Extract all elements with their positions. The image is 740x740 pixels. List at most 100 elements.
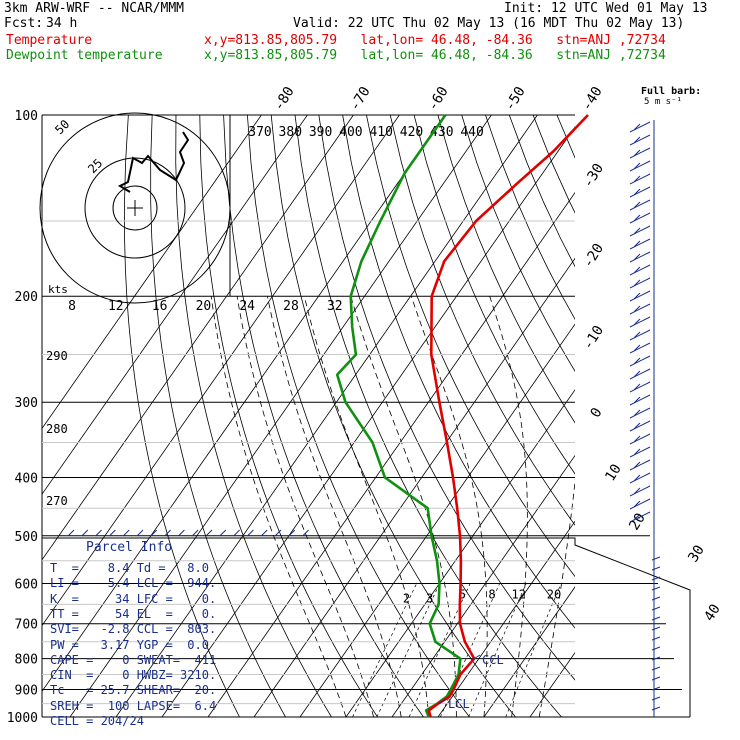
wind-barb	[629, 381, 651, 393]
wind-tick	[274, 529, 282, 537]
isotherm-line	[115, 115, 538, 717]
parcel-info-row: CELL = 204/24	[50, 714, 144, 728]
parcel-info-row: TT = 54 EL = 0.	[50, 606, 217, 621]
isotherm-label: 0	[588, 405, 606, 421]
wind-tick	[109, 529, 116, 537]
valid-time: Valid: 22 UTC Thu 02 May 13 (16 MDT Thu …	[293, 16, 685, 31]
wind-barb	[629, 290, 651, 302]
wind-barb	[633, 331, 641, 339]
init-time: Init: 12 UTC Wed 01 May 13	[504, 1, 708, 16]
moist-adiabat	[303, 296, 430, 717]
dry-adiabat	[628, 115, 740, 717]
dry-adiabat	[508, 115, 575, 268]
upper-axis-label: 20	[196, 299, 212, 314]
dry-adiabat	[437, 115, 575, 424]
wind-barb	[651, 606, 661, 611]
theta-label: 410	[369, 125, 392, 140]
parcel-info-row: PW = 3.17 YGP = 0.0	[50, 637, 209, 652]
wind-barb	[651, 586, 661, 591]
wind-barb	[629, 342, 651, 354]
wind-barb	[633, 461, 641, 469]
wind-barb	[633, 422, 641, 430]
wind-barb	[633, 370, 641, 378]
wind-barb	[629, 446, 651, 458]
isotherm-label: 30	[685, 542, 708, 565]
theta-label: 390	[309, 125, 332, 140]
wind-barb	[629, 511, 651, 523]
isotherm-line	[207, 192, 575, 717]
model-title: 3km ARW-WRF -- NCAR/MMM	[4, 1, 185, 16]
ccl-annotation: CCL	[482, 653, 504, 667]
isotherm-label: -40	[579, 84, 606, 114]
left-theta-label: 270	[46, 494, 68, 508]
isotherm-line	[161, 126, 575, 717]
wind-barb	[633, 266, 641, 274]
dewpoint-line	[335, 114, 462, 718]
wind-barb	[629, 459, 651, 471]
wind-barb	[629, 303, 651, 315]
wind-barb	[633, 162, 641, 170]
dry-adiabat	[318, 115, 575, 681]
parcel-info-row: Tc = 25.7 SHEAR= 20.	[50, 683, 217, 698]
isobar-label: 400	[15, 471, 38, 486]
isotherm-line	[483, 586, 575, 717]
wind-barb	[629, 433, 651, 445]
left-theta-label: 290	[46, 349, 68, 363]
wind-barb	[629, 485, 651, 497]
parcel-info-row: CIN = 0 HWBZ= 3210.	[50, 668, 217, 683]
wind-barb	[629, 472, 651, 484]
parcel-info-row: LI = 5.4 LCL = 944.	[50, 576, 217, 591]
forecast-hour: 34 h	[46, 16, 78, 31]
isotherm-label: -80	[271, 84, 298, 114]
temperature-line	[427, 114, 589, 718]
wind-barb	[629, 329, 651, 341]
dry-adiabat	[270, 115, 516, 717]
left-theta-label: 280	[46, 422, 68, 436]
wind-barb	[629, 251, 651, 263]
wind-barb	[629, 238, 651, 250]
wind-barb	[633, 383, 641, 391]
isobar-label: 900	[15, 683, 38, 698]
wind-tick	[191, 529, 199, 537]
wind-barb	[629, 186, 651, 198]
wind-tick	[81, 529, 89, 537]
wind-barb	[651, 696, 661, 701]
theta-label: 400	[339, 125, 362, 140]
wind-barb	[633, 396, 641, 404]
wind-barb	[633, 409, 641, 417]
wind-barb	[629, 498, 651, 510]
upper-axis-label: 32	[327, 299, 343, 314]
wind-tick	[260, 529, 268, 537]
wind-barb	[651, 596, 661, 601]
lcl-annotation: LCL	[448, 697, 470, 711]
wind-tick	[302, 529, 309, 537]
mixing-ratio-label: 2	[403, 591, 410, 605]
wind-barb	[629, 173, 651, 185]
wind-barb	[629, 147, 651, 159]
wind-barb	[633, 175, 641, 183]
isotherm-line	[437, 520, 575, 717]
isotherm-label: 10	[602, 461, 625, 484]
wind-barb	[651, 576, 661, 581]
wind-barb	[651, 646, 661, 651]
isotherm-label: -30	[580, 161, 607, 191]
dry-adiabat	[605, 115, 740, 717]
wind-barb	[629, 355, 651, 367]
mixing-ratio-line	[440, 583, 500, 717]
wind-barb	[651, 556, 661, 561]
wind-barb	[629, 121, 651, 133]
wind-barb	[629, 277, 651, 289]
hodograph-units: kts	[48, 283, 68, 296]
wind-barb	[629, 134, 651, 146]
wind-barb	[629, 407, 651, 419]
temperature-legend-info: x,y=813.85,805.79 lat,lon= 46.48, -84.36…	[204, 33, 666, 48]
isotherm-label: -50	[502, 84, 529, 114]
wind-tick	[233, 529, 240, 537]
isotherm-line	[42, 115, 354, 561]
wind-barb	[629, 264, 651, 276]
mixing-ratio-label: 8	[488, 587, 495, 601]
upper-axis-label: 28	[283, 299, 299, 314]
isotherm-line	[69, 115, 492, 717]
mixing-ratio-label: 3	[426, 591, 433, 605]
wind-tick	[247, 529, 254, 537]
